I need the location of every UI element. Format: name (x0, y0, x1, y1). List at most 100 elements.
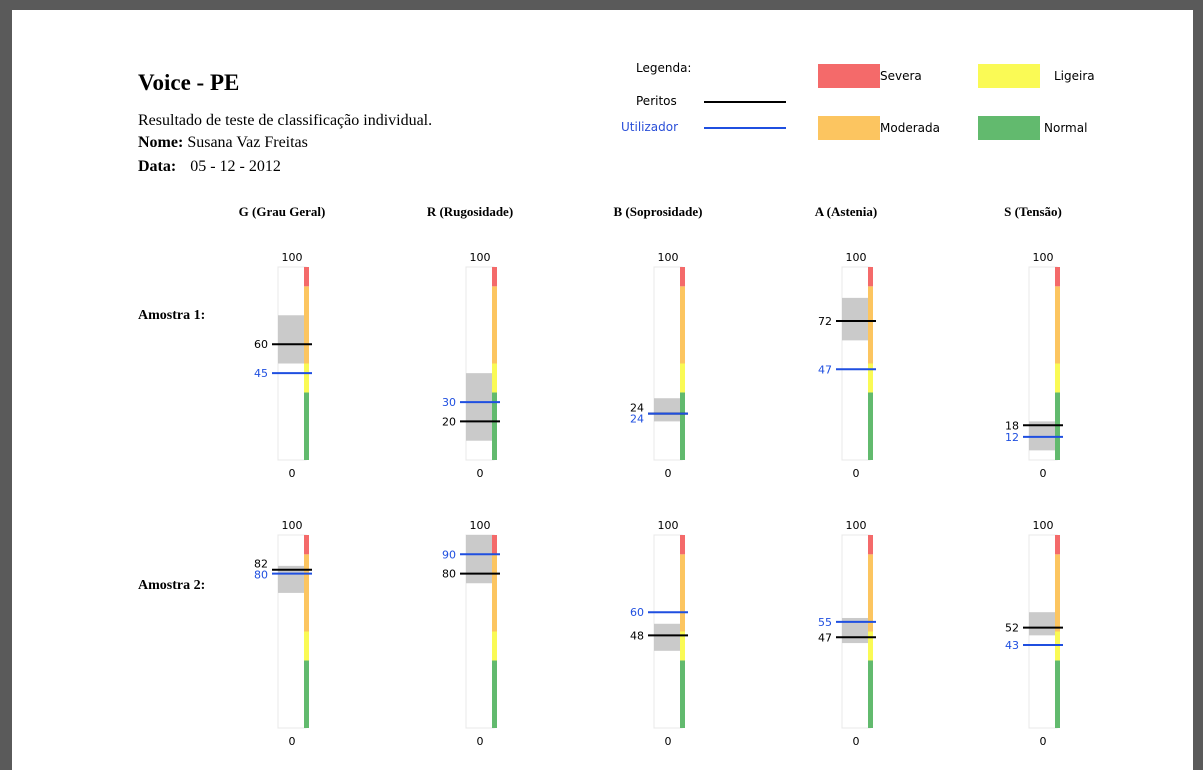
legend-normal-swatch (978, 116, 1040, 140)
severity-band-normal (492, 392, 497, 460)
severity-band-severa (492, 535, 497, 555)
expert-range-box (466, 373, 492, 441)
tick-label-100: 100 (1033, 519, 1054, 532)
severity-band-normal (304, 392, 309, 460)
gauge-1-3 (648, 266, 688, 461)
column-title-b: B (Soprosidade) (613, 204, 703, 219)
severity-band-severa (868, 267, 873, 287)
expert-range-box (654, 623, 680, 651)
gauge-2-5 (1023, 534, 1063, 729)
severity-band-moderada (680, 286, 685, 364)
gauge-1-4 (836, 266, 876, 461)
name-value: Susana Vaz Freitas (187, 134, 308, 151)
severity-band-normal (680, 660, 685, 728)
gauge-2-1 (272, 534, 312, 729)
experts-value-label: 60 (254, 338, 268, 351)
tick-label-100: 100 (658, 251, 679, 264)
severity-band-moderada (304, 554, 309, 632)
user-value-label: 43 (1005, 639, 1019, 652)
legend-slight-swatch (978, 64, 1040, 88)
severity-band-moderada (868, 286, 873, 364)
severity-band-moderada (1055, 554, 1060, 632)
row-label-sample-1: Amostra 1: (138, 308, 206, 323)
user-value-label: 12 (1005, 431, 1019, 444)
legend-user-line (704, 127, 786, 129)
tick-label-100: 100 (470, 519, 491, 532)
column-title-s: S (Tensão) (1004, 204, 1062, 219)
tick-label-0: 0 (853, 467, 860, 480)
gauge-1-2 (460, 266, 500, 461)
report-subtitle: Resultado de teste de classificação indi… (138, 112, 433, 129)
legend-user-label: Utilizador (621, 120, 679, 134)
severity-band-severa (868, 535, 873, 555)
severity-band-ligeira (1055, 363, 1060, 393)
tick-label-0: 0 (1040, 467, 1047, 480)
severity-band-normal (868, 392, 873, 460)
user-value-label: 30 (442, 396, 456, 409)
gauge-2-3 (648, 534, 688, 729)
legend-heading: Legenda: (636, 61, 692, 75)
severity-band-ligeira (492, 363, 497, 393)
date-value: 05 - 12 - 2012 (190, 158, 281, 175)
tick-label-0: 0 (477, 735, 484, 748)
user-value-label: 24 (630, 413, 644, 426)
severity-band-severa (304, 267, 309, 287)
name-label: Nome: (138, 134, 184, 151)
legend-experts-label: Peritos (636, 94, 677, 108)
severity-band-moderada (868, 554, 873, 632)
row-label-sample-2: Amostra 2: (138, 578, 206, 593)
severity-band-severa (492, 267, 497, 287)
experts-value-label: 20 (442, 415, 456, 428)
experts-value-label: 80 (442, 568, 456, 581)
tick-label-100: 100 (282, 519, 303, 532)
severity-band-severa (1055, 267, 1060, 287)
severity-band-normal (492, 660, 497, 728)
expert-range-box (654, 398, 680, 422)
user-value-label: 55 (818, 616, 832, 629)
legend-slight-label: Ligeira (1054, 69, 1095, 83)
severity-band-ligeira (680, 363, 685, 393)
gauge-1-1 (272, 266, 312, 461)
gauge-track (277, 534, 307, 729)
experts-value-label: 72 (818, 315, 832, 328)
legend-normal-label: Normal (1044, 121, 1088, 135)
expert-range-box (466, 535, 492, 584)
tick-label-100: 100 (658, 519, 679, 532)
tick-label-100: 100 (282, 251, 303, 264)
date-label: Data: (138, 158, 177, 175)
tick-label-0: 0 (477, 467, 484, 480)
user-value-label: 47 (818, 363, 832, 376)
column-title-r: R (Rugosidade) (426, 204, 514, 219)
severity-band-moderada (1055, 286, 1060, 364)
severity-band-ligeira (304, 631, 309, 661)
tick-label-0: 0 (665, 735, 672, 748)
legend-moderate-label: Moderada (880, 121, 940, 135)
expert-range-box (1029, 612, 1055, 636)
severity-band-moderada (680, 554, 685, 632)
tick-label-100: 100 (846, 251, 867, 264)
gauge-track (653, 266, 683, 461)
gauge-2-4 (836, 534, 876, 729)
severity-band-normal (680, 392, 685, 460)
gauge-2-2 (460, 534, 500, 729)
experts-value-label: 47 (818, 631, 832, 644)
page-title: Voice - PE (138, 70, 240, 95)
legend-severe-label: Severa (880, 69, 922, 83)
date-row: Data: 05 - 12 - 2012 (138, 158, 281, 176)
experts-value-label: 24 (630, 402, 644, 415)
experts-value-label: 48 (630, 629, 644, 642)
severity-band-ligeira (680, 631, 685, 661)
user-value-label: 80 (254, 569, 268, 582)
user-value-label: 90 (442, 548, 456, 561)
severity-band-ligeira (868, 363, 873, 393)
tick-label-0: 0 (665, 467, 672, 480)
severity-band-normal (304, 660, 309, 728)
severity-band-normal (1055, 660, 1060, 728)
gauge-1-5 (1023, 266, 1063, 461)
tick-label-100: 100 (470, 251, 491, 264)
severity-band-moderada (304, 286, 309, 364)
user-value-label: 60 (630, 606, 644, 619)
tick-label-100: 100 (1033, 251, 1054, 264)
report-sheet: Voice - PE Resultado de teste de classif… (12, 10, 1193, 770)
